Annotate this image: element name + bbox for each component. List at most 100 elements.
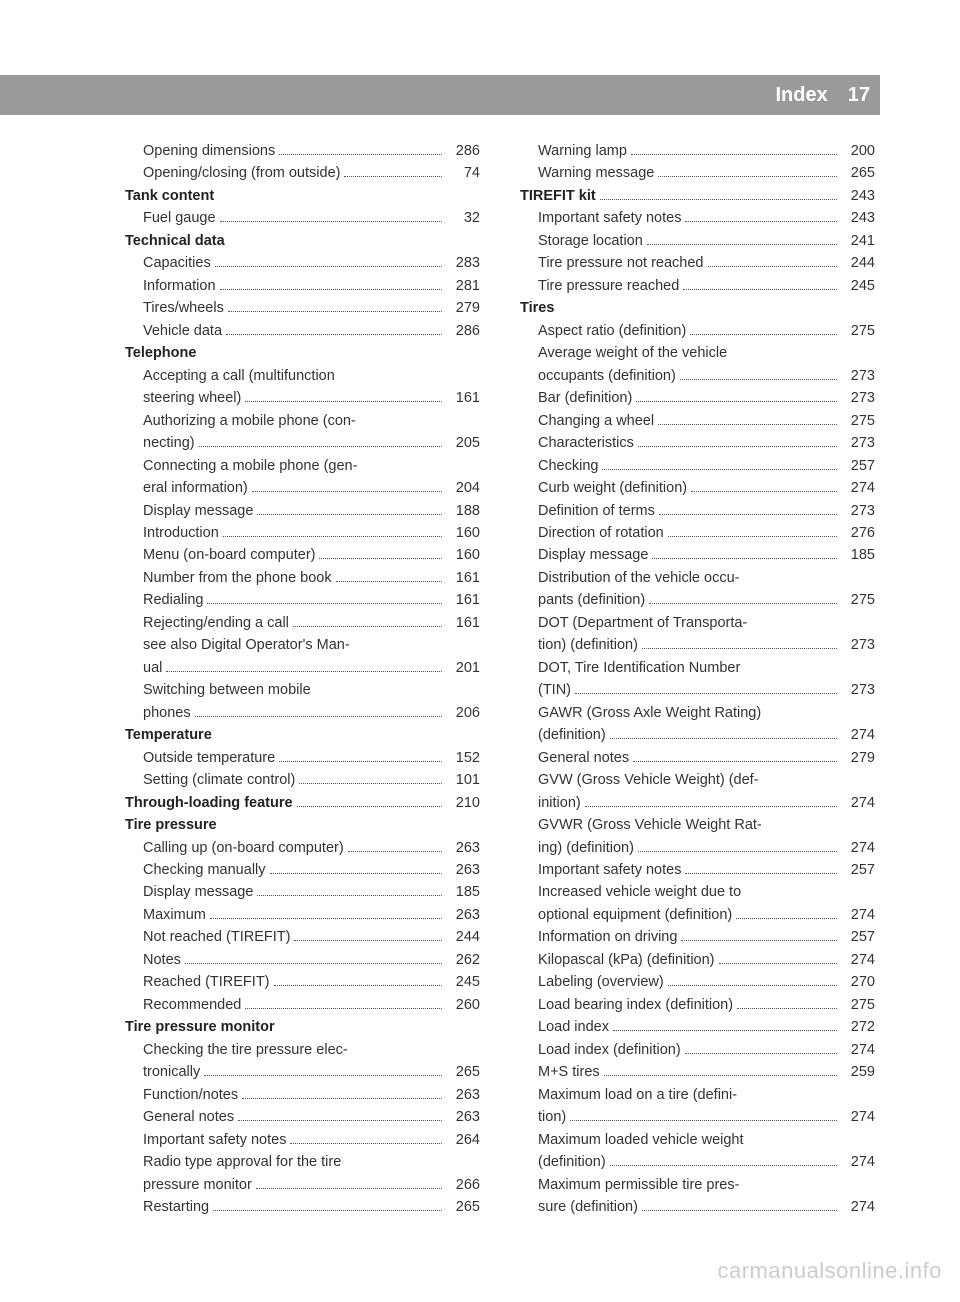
entry-label: pressure monitor — [125, 1174, 252, 1196]
index-heading: Telephone — [125, 342, 480, 364]
index-entry-bold: Through-loading feature210 — [125, 792, 480, 814]
entry-label: tion) (definition) — [520, 634, 638, 656]
entry-label: Authorizing a mobile phone (con- — [125, 410, 356, 432]
index-entry: Storage location241 — [520, 230, 875, 252]
entry-label: DOT, Tire Identification Number — [520, 657, 740, 679]
leader-dots — [600, 199, 837, 200]
entry-label: Curb weight (definition) — [520, 477, 687, 499]
leader-dots — [242, 1098, 442, 1099]
page-number: 161 — [446, 567, 480, 589]
entry-label: Direction of rotation — [520, 522, 664, 544]
entry-label: sure (definition) — [520, 1196, 638, 1218]
entry-label: Important safety notes — [520, 207, 681, 229]
leader-dots — [736, 918, 837, 919]
page-number: 265 — [841, 162, 875, 184]
leader-dots — [636, 401, 837, 402]
page-number: 264 — [446, 1129, 480, 1151]
leader-dots — [658, 176, 837, 177]
index-entry: Connecting a mobile phone (gen- — [125, 455, 480, 477]
page-number: 210 — [446, 792, 480, 814]
leader-dots — [649, 603, 837, 604]
entry-label: Important safety notes — [520, 859, 681, 881]
entry-label: General notes — [520, 747, 629, 769]
index-entry: Rejecting/ending a call161 — [125, 612, 480, 634]
index-entry-bold: TIREFIT kit243 — [520, 185, 875, 207]
leader-dots — [204, 1075, 442, 1076]
page-number: 275 — [841, 589, 875, 611]
index-entry: Characteristics273 — [520, 432, 875, 454]
page-number: 270 — [841, 971, 875, 993]
page-number: 274 — [841, 1151, 875, 1173]
entry-label: Not reached (TIREFIT) — [125, 926, 290, 948]
page-number: 185 — [446, 881, 480, 903]
index-entry: GVWR (Gross Vehicle Weight Rat- — [520, 814, 875, 836]
index-entry: Important safety notes243 — [520, 207, 875, 229]
page-number: 245 — [446, 971, 480, 993]
leader-dots — [683, 289, 837, 290]
page-number: 266 — [446, 1174, 480, 1196]
page-number: 273 — [841, 387, 875, 409]
entry-label: Switching between mobile — [125, 679, 311, 701]
page-number: 286 — [446, 140, 480, 162]
index-entry: (TIN)273 — [520, 679, 875, 701]
index-entry: Bar (definition)273 — [520, 387, 875, 409]
index-heading: Tires — [520, 297, 875, 319]
index-entry: Number from the phone book 161 — [125, 567, 480, 589]
entry-label: Display message — [125, 881, 253, 903]
index-entry: Display message185 — [520, 544, 875, 566]
entry-label: Outside temperature — [125, 747, 275, 769]
entry-label: Vehicle data — [125, 320, 222, 342]
leader-dots — [297, 806, 442, 807]
leader-dots — [690, 334, 837, 335]
page-number: 263 — [446, 904, 480, 926]
page-number: 276 — [841, 522, 875, 544]
page-number: 273 — [841, 432, 875, 454]
leader-dots — [238, 1120, 442, 1121]
index-entry: Definition of terms273 — [520, 500, 875, 522]
leader-dots — [220, 221, 442, 222]
entry-label: GVW (Gross Vehicle Weight) (def- — [520, 769, 759, 791]
leader-dots — [604, 1075, 837, 1076]
page-number: 265 — [446, 1196, 480, 1218]
index-entry: Fuel gauge32 — [125, 207, 480, 229]
index-entry: Average weight of the vehicle — [520, 342, 875, 364]
header-title: Index — [776, 84, 828, 107]
entry-label: GAWR (Gross Axle Weight Rating) — [520, 702, 761, 724]
index-entry: Display message188 — [125, 500, 480, 522]
leader-dots — [585, 806, 837, 807]
page-number: 274 — [841, 1039, 875, 1061]
entry-label: optional equipment (definition) — [520, 904, 732, 926]
leader-dots — [293, 626, 442, 627]
leader-dots — [638, 851, 837, 852]
entry-label: Introduction — [125, 522, 219, 544]
entry-label: Capacities — [125, 252, 211, 274]
index-heading: Tire pressure — [125, 814, 480, 836]
entry-label: (TIN) — [520, 679, 571, 701]
page-number: 260 — [446, 994, 480, 1016]
page-number: 274 — [841, 724, 875, 746]
page-number: 185 — [841, 544, 875, 566]
entry-label: General notes — [125, 1106, 234, 1128]
leader-dots — [226, 334, 442, 335]
entry-label: ual — [125, 657, 162, 679]
page-number: 274 — [841, 1106, 875, 1128]
leader-dots — [228, 311, 442, 312]
page-number: 286 — [446, 320, 480, 342]
leader-dots — [680, 379, 837, 380]
index-entry: Notes262 — [125, 949, 480, 971]
leader-dots — [668, 985, 837, 986]
leader-dots — [685, 221, 837, 222]
index-entry: Load index272 — [520, 1016, 875, 1038]
index-entry: Reached (TIREFIT)245 — [125, 971, 480, 993]
entry-label: Average weight of the vehicle — [520, 342, 727, 364]
leader-dots — [633, 761, 837, 762]
entry-label: Opening/closing (from outside) — [125, 162, 340, 184]
entry-label: (definition) — [520, 1151, 606, 1173]
index-entry: Introduction160 — [125, 522, 480, 544]
entry-label: Menu (on-board computer) — [125, 544, 315, 566]
entry-label: Number from the phone book — [125, 567, 332, 589]
index-entry: Not reached (TIREFIT)244 — [125, 926, 480, 948]
leader-dots — [602, 469, 837, 470]
leader-dots — [652, 558, 837, 559]
index-entry: ing) (definition)274 — [520, 837, 875, 859]
